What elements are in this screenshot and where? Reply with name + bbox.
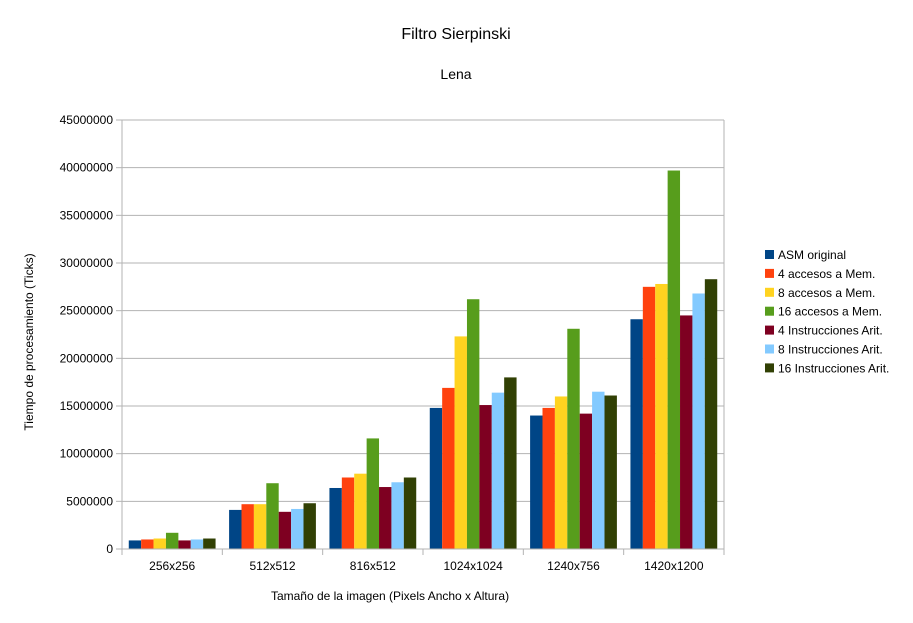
bar [604, 395, 617, 549]
bar [579, 413, 593, 549]
bar [253, 504, 267, 549]
bar [190, 539, 204, 549]
bar [266, 483, 279, 549]
chart-title: Filtro Sierpinski [401, 26, 510, 43]
gridlines [116, 119, 724, 550]
y-tick-label: 30000000 [60, 256, 114, 270]
legend-label: 8 accesos a Mem. [778, 286, 875, 300]
bar [655, 283, 668, 549]
bar [278, 511, 292, 549]
legend-label: 16 Instrucciones Arit. [778, 361, 889, 375]
bar [241, 504, 254, 549]
x-tick-label: 512x512 [249, 559, 295, 573]
bar [329, 487, 342, 549]
y-tick-label: 15000000 [60, 399, 114, 413]
legend-swatch [765, 250, 774, 259]
bar [403, 477, 417, 549]
x-tick-labels: 256x256 512x512 816x512 1024x1024 1240x756 14… [149, 559, 704, 573]
bar [592, 391, 605, 549]
bar [667, 170, 681, 549]
legend-swatch [765, 344, 774, 354]
legend-swatch [765, 325, 774, 335]
bar [391, 482, 404, 549]
y-axis-label: Tiempo de procesamiento (Ticks) [22, 253, 36, 430]
bar [153, 538, 166, 549]
x-tick-label: 816x512 [350, 559, 396, 573]
legend-swatch [765, 363, 774, 373]
bar [554, 396, 568, 549]
legend-swatch [765, 306, 774, 316]
bar [642, 286, 656, 549]
chart-subtitle: Lena [440, 66, 471, 82]
bar [354, 473, 367, 549]
bar [542, 407, 555, 549]
y-tick-label: 35000000 [60, 208, 114, 222]
legend-label: 4 accesos a Mem. [778, 267, 875, 281]
y-tick-label: 0 [106, 542, 113, 556]
bar [165, 532, 179, 549]
bar [291, 508, 304, 549]
y-tick-label: 10000000 [60, 447, 114, 461]
bar [704, 279, 718, 549]
y-tick-label: 20000000 [60, 351, 114, 365]
bar [341, 477, 355, 549]
bar [128, 540, 142, 549]
bar [680, 315, 693, 549]
bar [429, 407, 443, 549]
bar [491, 392, 505, 549]
bar [203, 538, 216, 549]
axes [121, 120, 725, 555]
bar [303, 503, 316, 549]
x-tick-label: 1024x1024 [443, 559, 503, 573]
bars [128, 170, 718, 549]
bar [442, 387, 455, 549]
bar [530, 415, 543, 549]
bar [630, 319, 643, 549]
y-tick-label: 45000000 [60, 113, 114, 127]
bar [504, 377, 517, 549]
bar [454, 336, 467, 549]
x-tick-label: 256x256 [149, 559, 195, 573]
legend-label: 4 Instrucciones Arit. [778, 324, 883, 338]
bar [379, 487, 392, 549]
x-axis-label: Tamaño de la imagen (Pixels Ancho x Altu… [271, 589, 509, 603]
y-tick-label: 40000000 [60, 161, 114, 175]
y-tick-label: 5000000 [66, 494, 113, 508]
bar [178, 540, 191, 549]
legend: ASM original 4 accesos a Mem. 8 accesos a … [765, 248, 889, 375]
x-tick-label: 1240x756 [547, 559, 600, 573]
y-tick-label: 25000000 [60, 304, 114, 318]
bar [366, 438, 380, 549]
x-tick-label: 1420x1200 [644, 559, 704, 573]
bar [141, 539, 154, 549]
legend-swatch [765, 268, 774, 278]
bar [466, 299, 480, 549]
bar [229, 509, 242, 549]
y-tick-labels: 0 5000000 10000000 15000000 20000000 25000000… [60, 113, 114, 556]
bar [567, 328, 580, 549]
legend-label: ASM original [778, 248, 846, 262]
legend-label: 8 Instrucciones Arit. [778, 343, 883, 357]
bar [692, 293, 705, 549]
legend-label: 16 accesos a Mem. [778, 305, 882, 319]
bar [479, 405, 492, 549]
legend-swatch [765, 287, 774, 297]
